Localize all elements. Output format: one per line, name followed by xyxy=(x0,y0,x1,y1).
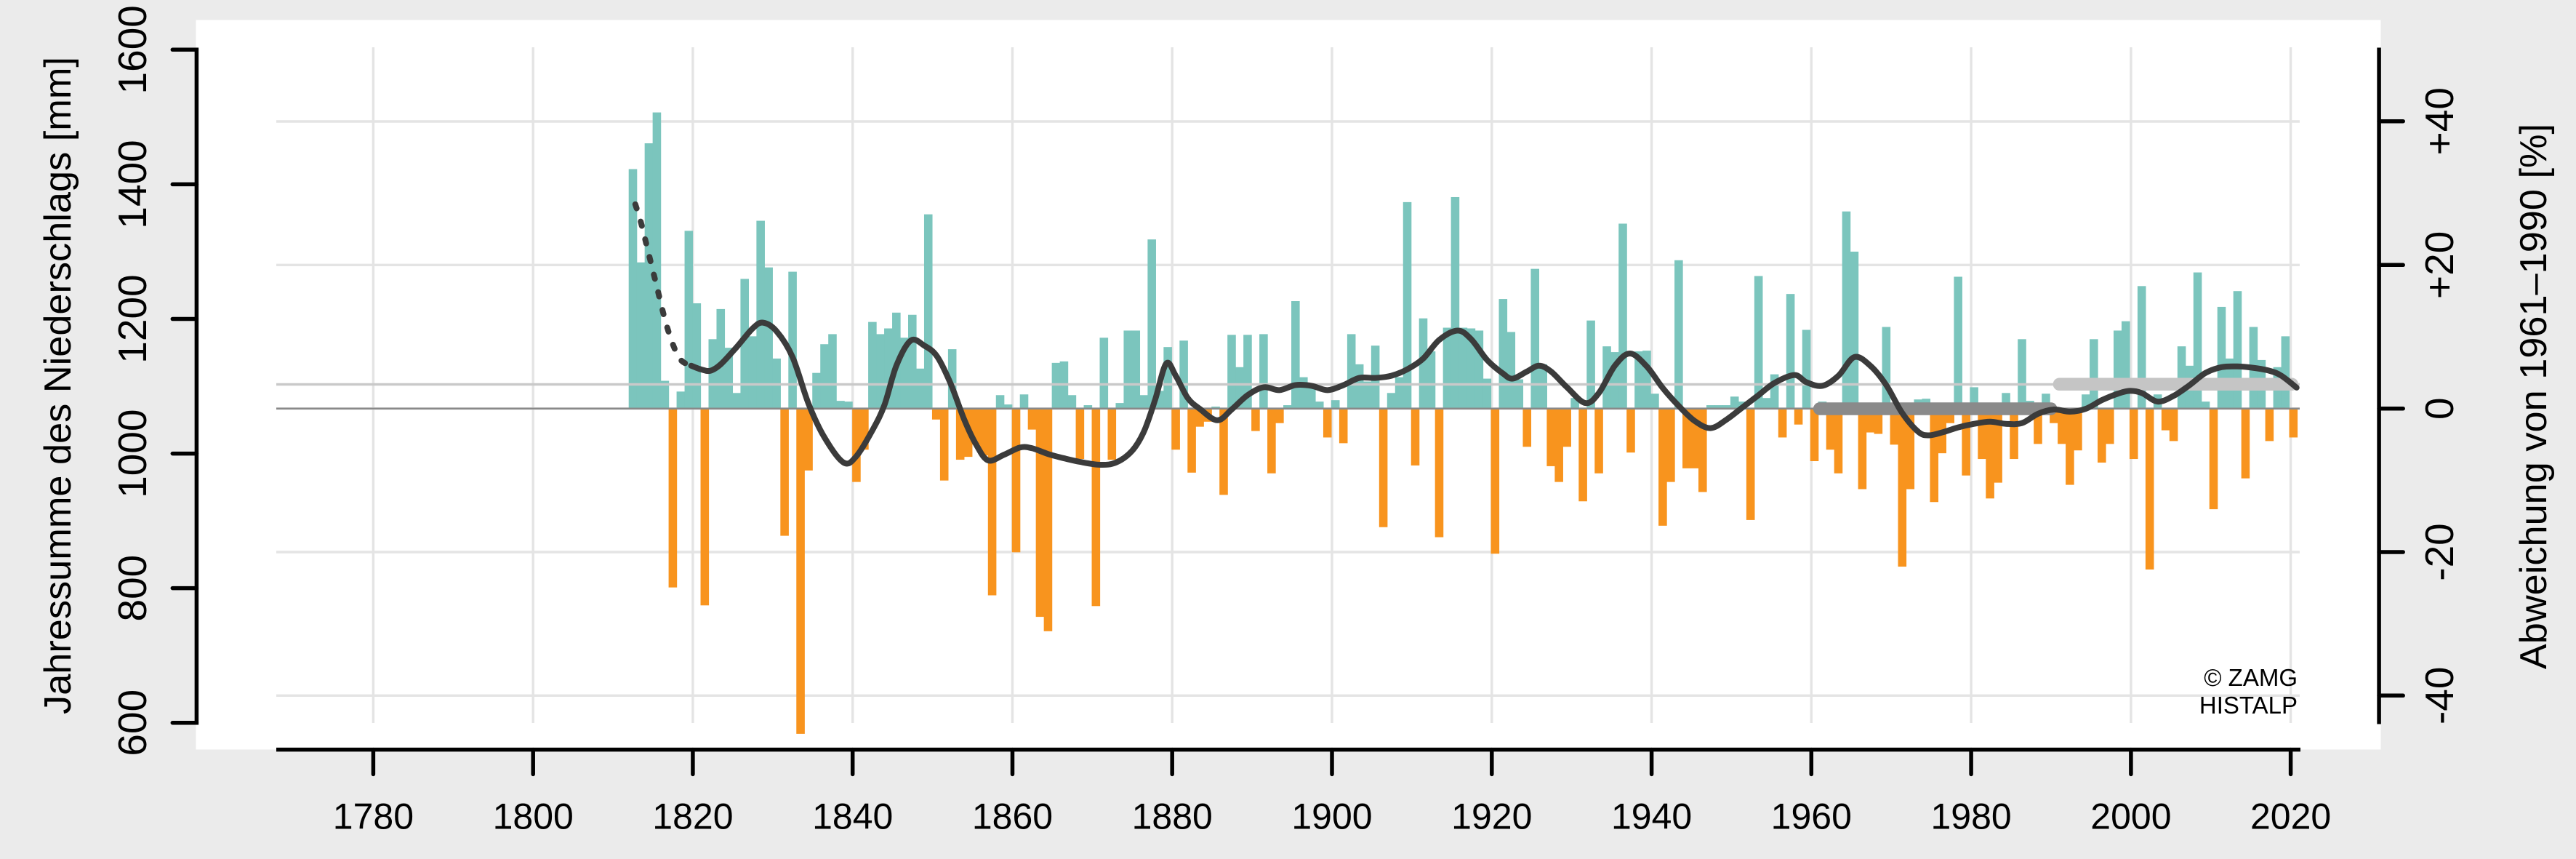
svg-text:+40: +40 xyxy=(2417,87,2462,155)
svg-text:Abweichung von 1961–1990 [%]: Abweichung von 1961–1990 [%] xyxy=(2513,124,2555,669)
svg-text:1980: 1980 xyxy=(1930,796,2011,837)
svg-text:800: 800 xyxy=(110,555,155,622)
svg-text:1840: 1840 xyxy=(812,796,893,837)
svg-text:2020: 2020 xyxy=(2250,796,2331,837)
svg-text:1900: 1900 xyxy=(1291,796,1372,837)
svg-text:2000: 2000 xyxy=(2090,796,2171,837)
svg-text:1960: 1960 xyxy=(1771,796,1852,837)
svg-text:1400: 1400 xyxy=(110,140,155,228)
svg-text:1600: 1600 xyxy=(110,5,155,94)
svg-text:1860: 1860 xyxy=(972,796,1053,837)
svg-text:Jahressumme des Niederschlags: Jahressumme des Niederschlags [mm] xyxy=(37,57,79,714)
svg-text:-20: -20 xyxy=(2417,523,2462,581)
svg-text:HISTALP: HISTALP xyxy=(2199,692,2298,719)
svg-text:1800: 1800 xyxy=(493,796,574,837)
svg-text:+20: +20 xyxy=(2417,231,2462,299)
svg-text:1780: 1780 xyxy=(333,796,414,837)
svg-text:1820: 1820 xyxy=(652,796,733,837)
svg-text:1000: 1000 xyxy=(110,409,155,498)
svg-text:1920: 1920 xyxy=(1451,796,1532,837)
svg-text:© ZAMG: © ZAMG xyxy=(2204,664,2298,691)
svg-text:1940: 1940 xyxy=(1611,796,1692,837)
svg-text:600: 600 xyxy=(110,690,155,756)
svg-text:-40: -40 xyxy=(2417,667,2462,725)
svg-text:1200: 1200 xyxy=(110,274,155,363)
svg-text:1880: 1880 xyxy=(1132,796,1213,837)
svg-text:0: 0 xyxy=(2417,397,2462,420)
